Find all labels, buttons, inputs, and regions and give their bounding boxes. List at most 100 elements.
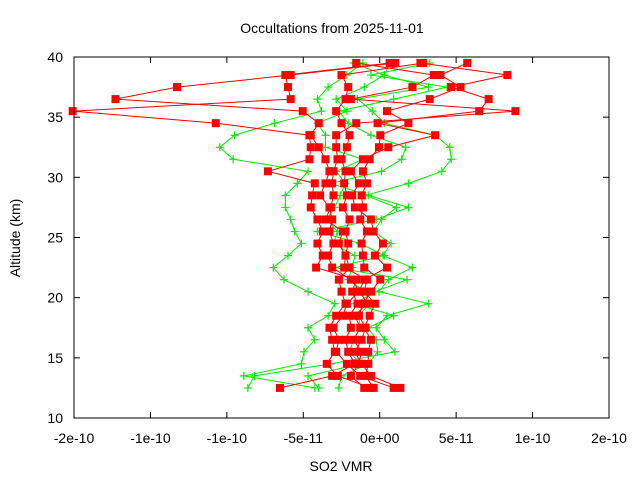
square-marker [376,275,385,284]
chart-title: Occultations from 2025-11-01 [240,20,424,36]
square-marker [346,95,355,104]
square-marker [354,311,363,320]
square-marker [366,287,375,296]
x-tick-label: 0e+00 [360,430,400,446]
plus-marker [364,191,373,200]
square-marker [340,263,349,272]
square-marker [352,275,361,284]
square-marker [346,167,355,176]
y-tick-label: 15 [47,350,63,366]
square-marker [357,335,366,344]
square-marker [354,179,363,188]
square-marker [345,263,354,272]
x-tick-label: -2e-10 [54,430,95,446]
plus-marker [397,155,406,164]
plus-marker [304,287,313,296]
square-marker [382,263,391,272]
square-marker [325,323,334,332]
square-marker [286,71,295,80]
square-marker [344,83,353,92]
plus-marker [304,371,313,380]
square-marker [342,191,351,200]
square-marker [330,347,339,356]
square-marker [322,359,331,368]
square-marker [346,275,355,284]
square-marker [382,107,391,116]
square-marker [284,83,292,92]
square-marker [341,335,350,344]
square-marker [353,299,362,308]
plus-marker [380,71,389,80]
square-marker [503,71,512,80]
square-marker [263,167,272,176]
square-marker [358,203,367,212]
square-marker [312,263,321,272]
square-marker [385,59,394,68]
square-marker [68,107,77,116]
square-marker [396,383,405,392]
x-tick-label: 5e-11 [439,430,474,446]
y-axis-label: Altitude (km) [7,199,23,278]
square-marker [360,383,369,392]
square-marker [338,203,347,212]
square-marker [447,83,456,92]
plus-marker [279,275,288,284]
square-marker [342,143,351,152]
square-marker [391,59,399,68]
plus-marker [392,203,401,212]
square-marker [337,287,346,296]
square-marker [345,311,354,320]
plus-marker [368,107,377,116]
plus-marker [366,131,375,140]
square-marker [350,347,359,356]
square-marker [362,227,371,236]
x-tick-label: 2e-10 [591,430,627,446]
square-marker [329,191,338,200]
square-marker [333,155,342,164]
square-marker [328,335,337,344]
plus-marker [332,95,341,104]
square-marker [346,323,355,332]
square-marker [429,71,438,80]
x-tick-label: -5e-11 [284,430,324,446]
square-marker [286,95,295,104]
square-marker [354,287,363,296]
square-marker [358,299,367,308]
plus-marker [229,155,238,164]
square-marker [361,371,370,380]
plus-marker [324,83,333,92]
plus-marker [360,83,369,92]
y-tick-label: 25 [47,230,63,246]
x-axis-label: SO2 VMR [309,458,372,474]
plus-marker [290,227,299,236]
square-marker [360,275,369,284]
plus-marker [324,311,333,320]
square-marker [306,131,315,140]
square-marker [357,191,366,200]
square-marker [346,371,355,380]
plus-marker [270,119,279,128]
y-tick-label: 10 [47,410,63,426]
square-marker [357,347,366,356]
square-marker [370,251,379,260]
square-marker [313,215,322,224]
square-marker [341,167,350,176]
square-marker [475,107,484,116]
x-tick-label: -1e-10 [207,430,248,446]
plus-marker [317,107,326,116]
plus-marker [424,299,433,308]
square-marker [334,239,343,248]
square-marker [366,335,375,344]
square-marker [344,239,353,248]
y-tick-label: 35 [47,109,63,125]
square-marker [345,131,354,140]
square-marker [328,263,337,272]
square-marker [314,143,323,152]
square-marker [298,107,307,116]
square-marker [463,59,472,68]
plus-marker [230,131,239,140]
square-marker [340,179,349,188]
plus-marker [386,239,395,248]
square-marker [357,359,366,368]
